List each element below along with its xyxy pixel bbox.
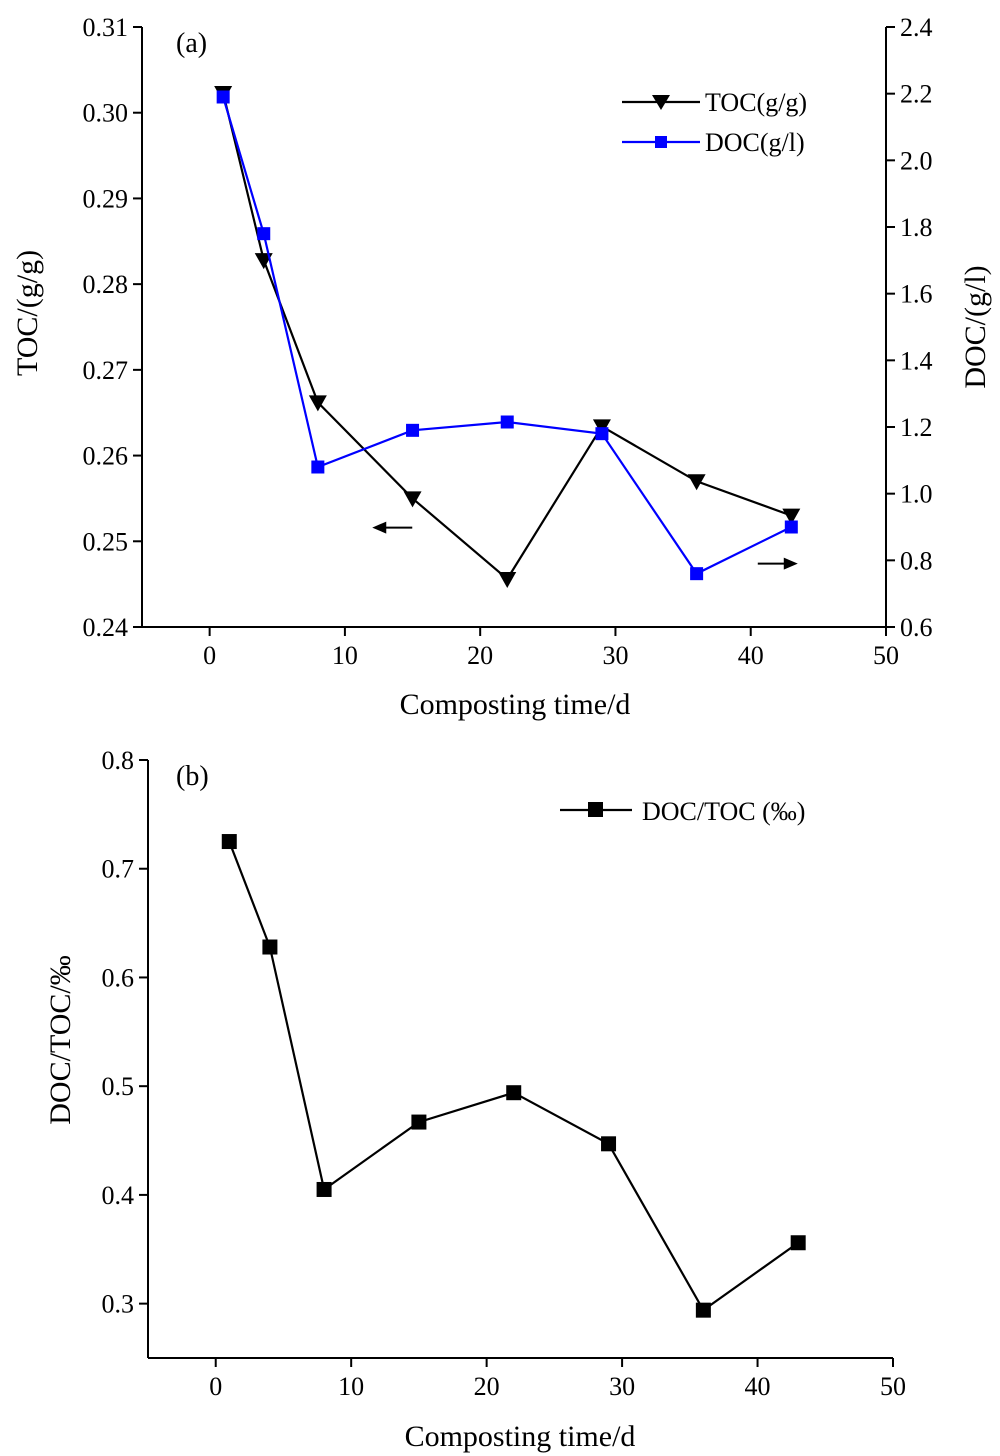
panel-a-left-y-tick-label: 0.24 [83,613,129,642]
panel-b-y-tick-label: 0.3 [102,1290,135,1319]
panel-b-x-axis-title: Composting time/d [405,1420,636,1453]
panel-a-right-y-tick-label: 0.8 [900,546,933,575]
panel-b-data-point-ratio [790,1235,806,1251]
panel-b-x-tick-label: 50 [880,1372,906,1401]
legend-doc-label: DOC(g/l) [705,128,805,157]
panel-a-data-marks [214,86,801,588]
panel-a-right-y-tick-label: 1.0 [900,480,933,509]
panel-a-right-y-tick-label: 0.6 [900,613,933,642]
panel-a-left-y-tick-label: 0.28 [83,270,129,299]
legend-ratio-marker [588,802,603,817]
panel-b-y-tick-label: 0.7 [102,855,135,884]
panel-a-x-tick-label: 50 [873,641,899,670]
panel-a-right-y-tick-label: 1.8 [900,213,933,242]
panel-b-data-point-ratio [221,834,237,850]
legend-doc-marker [655,136,667,148]
panel-b-y-tick-label: 0.8 [102,746,135,775]
panel-b-label: (b) [176,761,209,792]
panel-a-left-y-tick-label: 0.31 [83,13,129,42]
panel-a-data-point-doc [595,427,609,441]
panel-a-left-y-tick-label: 0.25 [83,527,129,556]
panel-b-x-tick-label: 10 [338,1372,364,1401]
legend-toc-label: TOC(g/g) [705,88,807,117]
panel-a-x-tick-label: 40 [738,641,764,670]
panel-a-arrow-right-head [783,557,798,570]
panel-b-legend: DOC/TOC (‰) [560,797,805,826]
panel-b-doc-toc-ratio-chart: 0 10 20 30 40 50 0.3 0.4 0.5 0.6 0.7 0.8 (b) Compos… [44,746,906,1453]
panel-a-data-point-toc [403,491,422,508]
panel-b-axes [139,759,894,1367]
legend-toc-marker [652,95,670,110]
panel-a-legend: TOC(g/g) DOC(g/l) [622,88,807,157]
panel-a-right-y-axis-title: DOC/(g/l) [959,265,992,388]
panel-b-y-tick-label: 0.5 [102,1072,135,1101]
panel-a-right-y-tick-label: 2.2 [900,80,933,109]
panel-a-axes [133,26,895,636]
panel-a-right-y-tick-label: 1.6 [900,280,933,309]
panel-a-left-y-tick-label: 0.30 [83,99,129,128]
panel-a-data-point-doc [690,567,704,581]
panel-a-x-tick-label: 10 [332,641,358,670]
panel-b-series-line-ratio [228,841,799,1312]
panel-a-data-point-doc [311,460,325,474]
panel-a-data-point-toc [782,508,801,525]
panel-b-y-axis-title: DOC/TOC/‰ [44,955,77,1124]
panel-b-x-tick-label: 20 [474,1372,500,1401]
panel-a-label: (a) [176,28,207,59]
panel-a-right-y-tick-label: 2.0 [900,146,933,175]
panel-b-x-tick-label: 30 [609,1372,635,1401]
panel-a-data-point-doc [500,415,514,429]
panel-a-data-point-doc [784,520,798,534]
panel-b-y-tick-label: 0.4 [102,1181,135,1210]
panel-a-left-y-tick-label: 0.29 [83,184,129,213]
panel-a-data-point-toc [498,572,517,588]
panel-a-arrow-left-head [372,521,387,534]
legend-ratio-label: DOC/TOC (‰) [642,797,805,826]
panel-a-series-line-doc [222,96,792,576]
panel-b-data-point-ratio [601,1136,617,1152]
panel-b-data-marks [221,834,806,1318]
panel-b-data-point-ratio [316,1181,332,1197]
panel-a-x-tick-label: 0 [203,641,216,670]
panel-a-series-line-toc [222,92,792,581]
panel-a-toc-doc-chart: 0 10 20 30 40 50 0.24 0.25 0.26 0.27 0.28 0.29 0.30 0… [11,13,992,721]
panel-a-left-y-tick-label: 0.27 [83,356,129,385]
panel-a-right-y-tick-label: 1.2 [900,413,933,442]
panel-b-tick-labels: 0 10 20 30 40 50 0.3 0.4 0.5 0.6 0.7 0.8 [102,746,907,1401]
panel-b-x-tick-label: 40 [745,1372,771,1401]
panel-a-left-y-tick-label: 0.26 [83,442,129,471]
panel-b-y-tick-label: 0.6 [102,963,135,992]
panel-a-data-point-toc [308,395,327,412]
panel-b-x-tick-label: 0 [209,1372,222,1401]
panel-b-data-point-ratio [695,1302,711,1318]
panel-b-data-point-ratio [262,939,278,955]
panel-a-right-y-tick-label: 1.4 [900,346,933,375]
panel-b-data-point-ratio [411,1114,427,1130]
panel-a-data-point-doc [257,227,271,241]
panel-a-data-point-doc [406,423,420,437]
panel-a-data-point-toc [687,474,706,491]
panel-a-x-axis-title: Composting time/d [400,688,631,721]
panel-a-left-y-axis-title: TOC/(g/g) [11,250,44,376]
panel-a-tick-labels: 0 10 20 30 40 50 0.24 0.25 0.26 0.27 0.28 0.29 0.30 0… [83,13,933,670]
panel-a-data-point-doc [216,90,230,104]
panel-a-x-tick-label: 30 [602,641,628,670]
panel-a-x-tick-label: 20 [467,641,493,670]
panel-b-data-point-ratio [506,1085,522,1101]
panel-a-right-y-tick-label: 2.4 [900,13,933,42]
